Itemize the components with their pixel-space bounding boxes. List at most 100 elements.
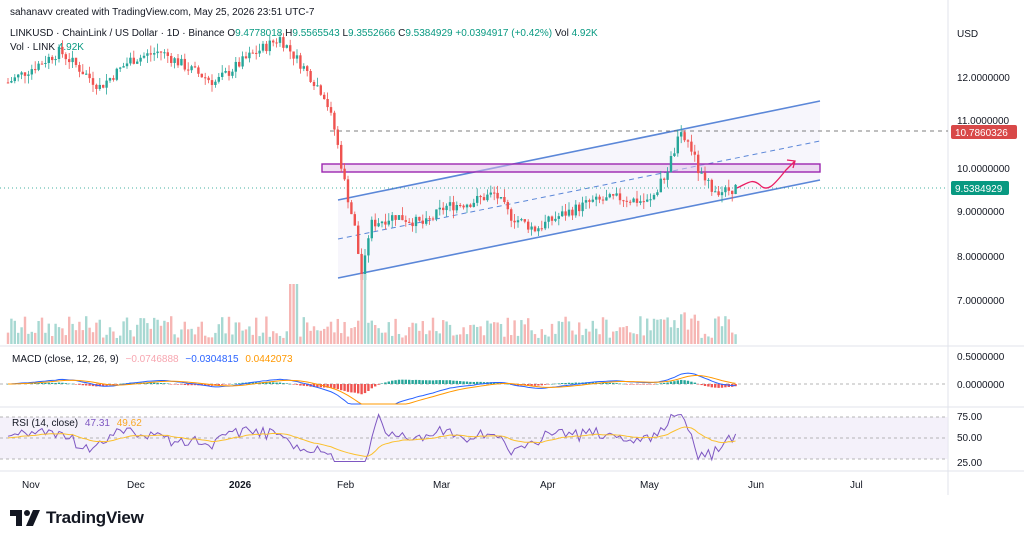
- projection-path[interactable]: [736, 160, 796, 189]
- volume-bar: [421, 321, 424, 344]
- macd-hist-bar: [64, 383, 67, 384]
- macd-hist-bar: [697, 384, 700, 385]
- volume-bar: [367, 322, 370, 344]
- macd-hist-bar: [418, 379, 421, 384]
- candle-body: [588, 200, 591, 202]
- candle-body: [78, 64, 81, 72]
- candle-body: [248, 52, 251, 59]
- volume-bar: [686, 329, 690, 344]
- candle-body: [540, 228, 543, 230]
- candle-body: [411, 222, 414, 227]
- macd-hist-bar: [720, 384, 724, 388]
- volume-bar: [581, 335, 584, 344]
- channel-lower-line[interactable]: [337, 179, 821, 279]
- macd-hist-bar: [241, 382, 244, 384]
- candle-body: [513, 220, 516, 223]
- macd-hist-bar: [299, 384, 302, 386]
- macd-hist-bar: [119, 383, 122, 385]
- candle-body: [292, 51, 295, 59]
- candle-body: [329, 107, 333, 113]
- macd-hist-bar: [170, 384, 173, 385]
- candle-body: [612, 194, 615, 196]
- macd-hist-bar: [105, 384, 108, 386]
- volume-bar: [47, 323, 50, 344]
- volume-bar: [30, 331, 33, 344]
- volume-bar: [302, 317, 305, 344]
- macd-hist-bar: [272, 382, 275, 384]
- macd-hist-bar: [265, 382, 268, 384]
- volume-bar: [588, 331, 591, 344]
- volume-bar: [306, 322, 309, 344]
- channel-mid-line[interactable]: [337, 140, 821, 240]
- volume-bar: [506, 317, 509, 344]
- candle-body: [204, 77, 207, 79]
- channel-upper-line[interactable]: [337, 100, 821, 201]
- volume-bar: [693, 314, 696, 344]
- candle-body: [241, 56, 244, 67]
- macd-hist-bar: [472, 381, 475, 384]
- volume-bar: [663, 319, 666, 344]
- macd-hist-bar: [251, 382, 254, 384]
- macd-hist-bar: [115, 384, 118, 385]
- candle-body: [714, 191, 717, 193]
- volume-bar: [108, 327, 112, 344]
- supply-zone[interactable]: [321, 163, 821, 173]
- volume-bar: [146, 323, 149, 344]
- macd-hist-bar: [193, 384, 197, 386]
- candle-body: [598, 196, 601, 200]
- volume-bar: [642, 335, 645, 344]
- macd-hist-bar: [370, 384, 373, 389]
- macd-hist-bar: [442, 380, 445, 384]
- symbol-description[interactable]: LINKUSD · ChainLink / US Dollar · 1D · B…: [10, 28, 225, 39]
- volume-bar: [363, 274, 367, 344]
- volume-bar: [261, 332, 265, 344]
- macd-hist-bar: [377, 384, 380, 385]
- price-tick: 11.0000000: [957, 116, 1010, 127]
- volume-bar: [244, 329, 248, 344]
- volume-bar: [618, 327, 622, 344]
- candle-body: [567, 209, 571, 216]
- time-tick: Apr: [540, 480, 556, 491]
- volume-bar: [187, 329, 190, 344]
- candle-body: [312, 81, 316, 87]
- candle-body: [731, 190, 734, 195]
- macd-hist-bar: [350, 384, 353, 393]
- candle-body: [74, 57, 78, 65]
- volume-bar: [374, 325, 377, 344]
- candle-body: [680, 132, 683, 137]
- time-tick: Mar: [433, 480, 451, 491]
- volume-bar: [159, 325, 163, 344]
- candle-body: [306, 66, 309, 71]
- tradingview-logo[interactable]: TradingView: [10, 508, 144, 528]
- resistance-price-label: 10.7860326: [955, 128, 1008, 139]
- volume-bar: [37, 320, 40, 344]
- macd-hist-bar: [285, 383, 288, 384]
- candle-body: [635, 198, 639, 203]
- volume-bar: [479, 326, 482, 344]
- volume-bar: [625, 326, 628, 344]
- candle-body: [282, 37, 285, 48]
- macd-hist-bar: [224, 384, 227, 385]
- candle-body: [431, 218, 435, 220]
- candles: [6, 31, 737, 288]
- volume-bar: [703, 333, 707, 344]
- macd-hist-bar: [217, 384, 220, 386]
- macd-hist-bar: [302, 384, 305, 386]
- candle-body: [61, 46, 64, 55]
- time-tick: Nov: [22, 480, 40, 491]
- candle-body: [40, 63, 44, 65]
- volume-bar: [411, 322, 414, 344]
- candle-body: [30, 69, 33, 75]
- candle-body: [129, 57, 132, 64]
- volume-bar: [612, 331, 615, 344]
- candle-body: [639, 201, 642, 203]
- candle-body: [496, 192, 499, 199]
- volume-bar: [272, 331, 275, 344]
- candle-body: [88, 73, 91, 79]
- candle-body: [27, 74, 30, 76]
- candle-body: [153, 53, 156, 55]
- volume-bar: [163, 320, 166, 344]
- volume-bar: [193, 334, 197, 344]
- volume-bar: [425, 334, 428, 344]
